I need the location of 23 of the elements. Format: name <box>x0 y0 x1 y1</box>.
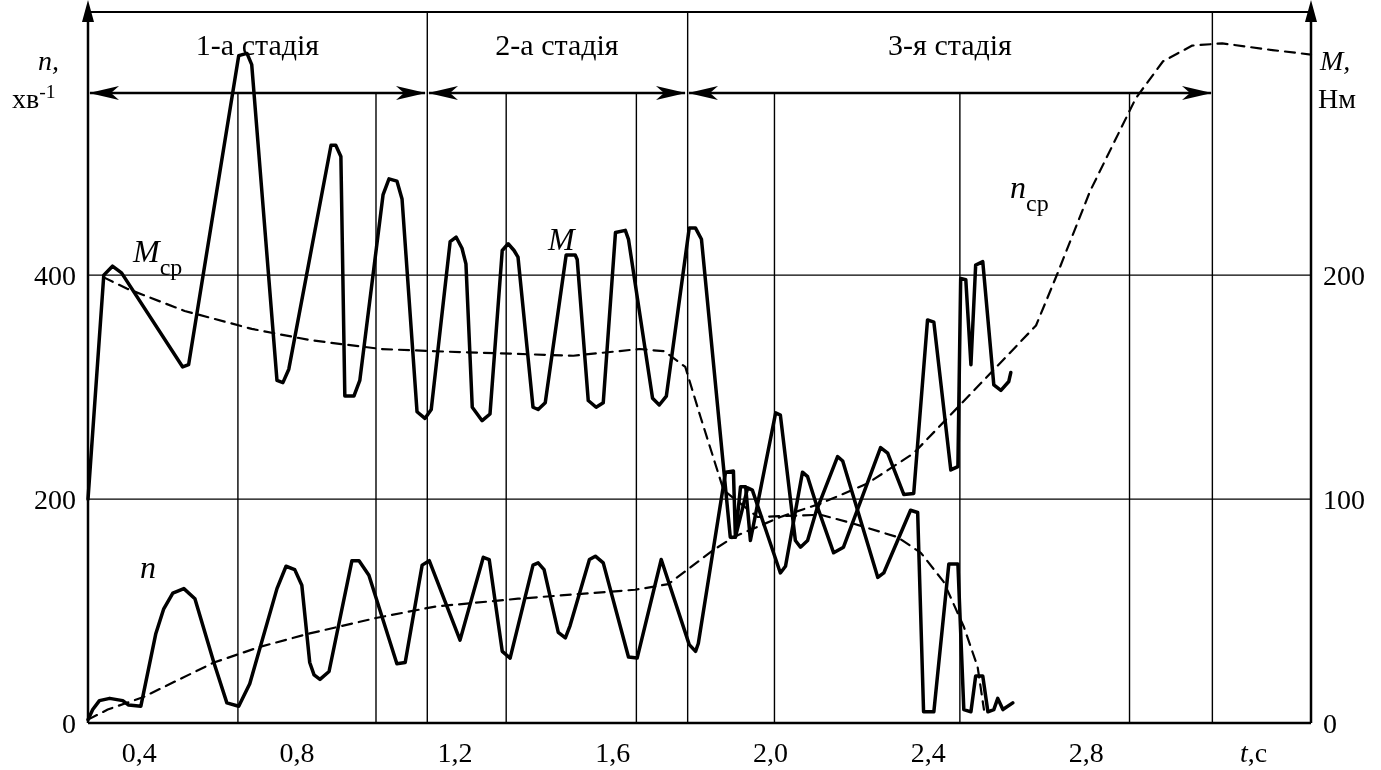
y-axis-title: n, хв$^{-1}$ <box>12 45 59 114</box>
y2-tick-label: 200 <box>1323 260 1365 292</box>
series-label: n <box>140 549 156 585</box>
x-tick-label: 1,2 <box>437 737 473 768</box>
x-tick-label: 0,4 <box>121 737 157 768</box>
annotation: 2-а стадія <box>495 28 619 61</box>
annotation: 1-а стадія <box>195 28 320 61</box>
y-tick-label: 200 <box>34 484 76 516</box>
x-axis-title: t,с <box>1240 737 1268 768</box>
x-tick-label: 0,8 <box>279 737 315 768</box>
y2-tick-label: 0 <box>1323 708 1337 739</box>
y-tick-label: 0 <box>62 708 76 739</box>
series-label: n$_{ср}$ <box>1010 169 1049 216</box>
x-tick-label: 1,6 <box>595 737 631 768</box>
y-tick-label: 400 <box>34 260 76 292</box>
series-label: M$_{ср}$ <box>132 233 183 280</box>
y2-tick-label: 100 <box>1323 484 1365 516</box>
y2-axis-title: M, Нм <box>1318 45 1357 114</box>
x-tick-label: 2,8 <box>1068 737 1104 768</box>
x-tick-label: 2,0 <box>753 737 789 768</box>
annotation: 3-я стадія <box>888 28 1013 61</box>
x-tick-label: 2,4 <box>910 737 946 768</box>
series-label: M <box>547 221 577 257</box>
